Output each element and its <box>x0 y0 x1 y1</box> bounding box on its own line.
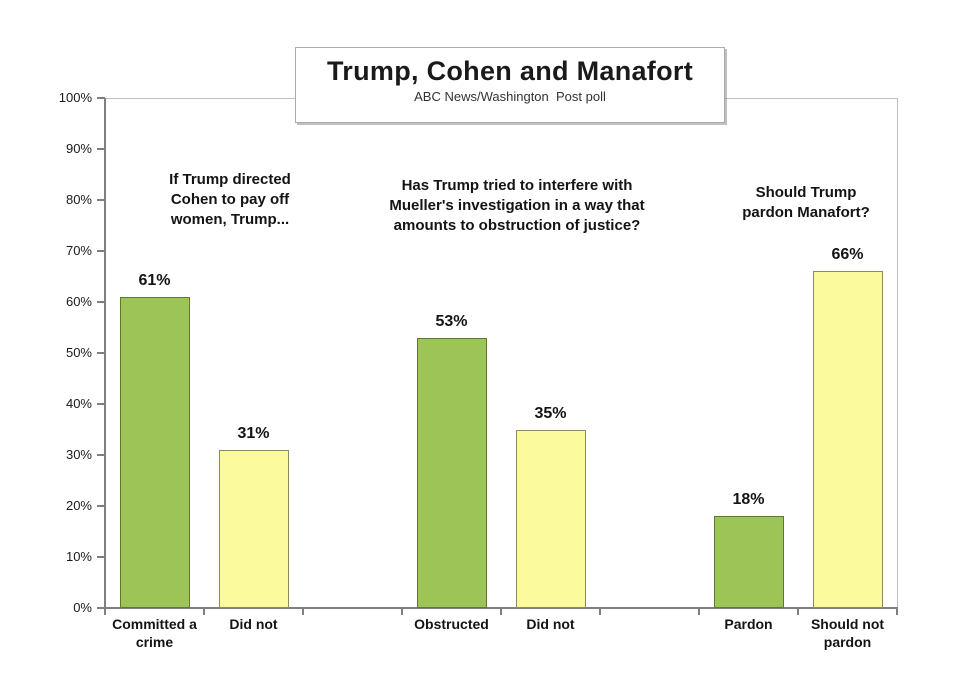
y-tick <box>97 556 105 558</box>
bar-committed-a-crime <box>119 296 190 608</box>
bar-value-label: 35% <box>534 404 567 422</box>
y-tick-label: 50% <box>65 345 92 360</box>
x-tick <box>203 608 205 615</box>
bar-obstructed <box>416 337 487 608</box>
y-tick <box>97 403 105 405</box>
plot-right-border <box>897 98 898 608</box>
x-tick <box>797 608 799 615</box>
group-question: Should Trump pardon Manafort? <box>742 184 870 221</box>
y-tick <box>97 148 105 150</box>
y-tick <box>97 199 105 201</box>
bar-did-not <box>515 429 586 608</box>
group-question: Has Trump tried to interfere with Muelle… <box>389 177 645 234</box>
y-tick-label: 60% <box>65 294 92 309</box>
y-tick-label: 10% <box>65 549 92 564</box>
y-tick <box>97 97 105 99</box>
group-question: If Trump directed Cohen to pay off women… <box>169 171 291 228</box>
bar-pardon <box>713 516 784 608</box>
x-tick <box>896 608 898 615</box>
y-tick <box>97 607 105 609</box>
bar-category-label: Committed a crime <box>112 616 197 650</box>
bar-should-not-pardon <box>812 271 883 608</box>
bar-value-label: 53% <box>435 312 468 330</box>
bar-value-label: 66% <box>831 246 864 264</box>
y-tick <box>97 352 105 354</box>
y-tick-label: 70% <box>65 243 92 258</box>
bar-value-label: 61% <box>138 271 171 289</box>
x-tick <box>302 608 304 615</box>
bar-did-not <box>218 449 289 608</box>
chart-subtitle: ABC News/Washington Post poll <box>414 89 606 104</box>
x-tick <box>401 608 403 615</box>
y-tick-label: 40% <box>65 396 92 411</box>
y-tick <box>97 301 105 303</box>
bar-value-label: 31% <box>237 424 270 442</box>
bar-category-label: Pardon <box>724 616 773 632</box>
y-axis-line <box>104 98 106 609</box>
bar-value-label: 18% <box>732 491 765 509</box>
x-tick <box>599 608 601 615</box>
y-tick <box>97 250 105 252</box>
bar-category-label: Did not <box>526 616 575 632</box>
chart-title: Trump, Cohen and Manafort <box>326 56 693 86</box>
chart-title-box: Trump, Cohen and Manafort ABC News/Washi… <box>295 47 725 123</box>
y-tick-label: 0% <box>73 600 92 615</box>
x-tick <box>500 608 502 615</box>
x-tick <box>104 608 106 615</box>
bar-category-label: Obstructed <box>414 616 489 632</box>
y-tick-label: 90% <box>65 141 92 156</box>
y-tick <box>97 505 105 507</box>
bar-category-label: Should not pardon <box>810 616 885 650</box>
y-tick-label: 30% <box>65 447 92 462</box>
x-tick <box>698 608 700 615</box>
y-tick <box>97 454 105 456</box>
y-tick-label: 100% <box>58 90 92 105</box>
y-tick-label: 80% <box>65 192 92 207</box>
y-tick-label: 20% <box>65 498 92 513</box>
bar-category-label: Did not <box>229 616 278 632</box>
